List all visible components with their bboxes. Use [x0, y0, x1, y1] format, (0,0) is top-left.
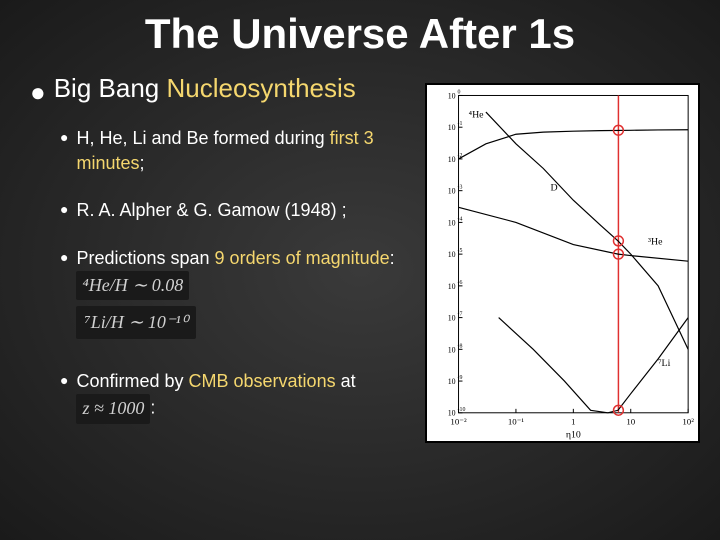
svg-text:10: 10: [448, 345, 456, 354]
svg-text:10: 10: [448, 123, 456, 132]
svg-text:-5: -5: [458, 248, 463, 254]
sub-bullet-3-post: :: [390, 248, 395, 268]
svg-text:³He: ³He: [648, 237, 663, 248]
bullet-dot-icon: ●: [60, 371, 68, 391]
svg-text:10: 10: [448, 282, 456, 291]
sub-bullet-2: ● R. A. Alpher & G. Gamow (1948) ;: [60, 198, 415, 223]
formula-z: z ≈ 1000: [76, 394, 150, 423]
sub-bullet-1-text: H, He, Li and Be formed during first 3 m…: [76, 126, 415, 176]
sub-bullet-1-post: ;: [140, 153, 145, 173]
sub-bullet-3: ● Predictions span 9 orders of magnitude…: [60, 246, 415, 340]
sub-bullet-3-pre: Predictions span: [76, 248, 214, 268]
svg-text:10²: 10²: [682, 417, 694, 427]
formula-he: ⁴He/H ∼ 0.08: [76, 271, 189, 300]
svg-text:10: 10: [626, 417, 635, 427]
svg-text:10: 10: [448, 187, 456, 196]
sub-bullet-4-hl: CMB observations: [189, 371, 336, 391]
page-title: The Universe After 1s: [20, 10, 700, 58]
svg-text:D: D: [550, 183, 557, 194]
svg-text:-4: -4: [458, 216, 463, 222]
sub-bullet-1: ● H, He, Li and Be formed during first 3…: [60, 126, 415, 176]
sub-bullet-4: ● Confirmed by CMB observations at z ≈ 1…: [60, 369, 415, 423]
svg-text:10: 10: [448, 250, 456, 259]
svg-text:10: 10: [448, 91, 456, 100]
svg-text:10: 10: [448, 155, 456, 164]
svg-text:η10: η10: [566, 429, 581, 440]
main-bullet-text: Big Bang Nucleosynthesis: [54, 73, 356, 104]
main-bullet-highlight: Nucleosynthesis: [166, 73, 355, 103]
sub-bullet-3-text: Predictions span 9 orders of magnitude: …: [76, 246, 415, 340]
content-row: ● Big Bang Nucleosynthesis ● H, He, Li a…: [20, 73, 700, 446]
svg-text:-6: -6: [458, 280, 463, 286]
svg-text:-7: -7: [458, 312, 463, 318]
svg-text:-8: -8: [458, 343, 463, 349]
svg-text:0: 0: [458, 90, 461, 96]
bullet-dot-icon: ●: [60, 128, 68, 148]
formula-li: ⁷Li/H ∼ 10⁻¹⁰: [76, 306, 195, 339]
sub-bullet-2-text: R. A. Alpher & G. Gamow (1948) ;: [76, 198, 415, 223]
bullet-dot-icon: ●: [60, 248, 68, 268]
sub-bullet-4-text: Confirmed by CMB observations at z ≈ 100…: [76, 369, 415, 423]
svg-text:10: 10: [448, 377, 456, 386]
bbn-chart: 10-1010-910-810-710-610-510-410-310-210-…: [425, 83, 700, 443]
svg-text:⁷Li: ⁷Li: [658, 358, 670, 369]
sub-bullet-3-hl: 9 orders of magnitude: [215, 248, 390, 268]
main-bullet: ● Big Bang Nucleosynthesis: [30, 73, 415, 108]
svg-text:10⁻²: 10⁻²: [450, 417, 467, 427]
slide: The Universe After 1s ● Big Bang Nucleos…: [0, 0, 720, 540]
sub-bullet-4-post: at: [336, 371, 356, 391]
svg-text:10: 10: [448, 314, 456, 323]
svg-text:-1: -1: [458, 121, 463, 127]
svg-text:-9: -9: [458, 375, 463, 381]
sub-bullet-list: ● H, He, Li and Be formed during first 3…: [30, 126, 415, 424]
svg-text:-3: -3: [458, 185, 463, 191]
sub-bullet-4-pre: Confirmed by: [76, 371, 188, 391]
main-bullet-prefix: Big Bang: [54, 73, 167, 103]
sub-bullet-1-pre: H, He, Li and Be formed during: [76, 128, 329, 148]
svg-text:10⁻¹: 10⁻¹: [508, 417, 525, 427]
svg-text:1: 1: [571, 417, 575, 427]
bullet-dot-icon: ●: [60, 200, 68, 220]
bullet-dot-icon: ●: [30, 77, 46, 108]
chart-svg: 10-1010-910-810-710-610-510-410-310-210-…: [427, 85, 698, 441]
svg-text:10: 10: [448, 218, 456, 227]
text-column: ● Big Bang Nucleosynthesis ● H, He, Li a…: [20, 73, 415, 446]
svg-text:⁴He: ⁴He: [469, 110, 485, 121]
